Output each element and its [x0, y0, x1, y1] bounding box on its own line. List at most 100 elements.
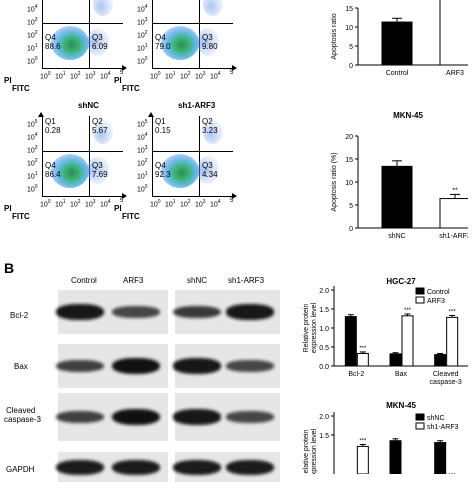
- y-tick-base: 10: [27, 121, 35, 128]
- panel-b-label: B: [4, 260, 14, 276]
- y-tick-label: 15: [345, 6, 353, 13]
- y-tick-exp: 5: [145, 119, 148, 125]
- y-axis-label: Relative protein: [303, 304, 310, 353]
- q4-value: 86.4: [45, 170, 61, 179]
- q4-value: 92.3: [155, 170, 171, 179]
- y-tick-label: 104: [137, 131, 148, 142]
- category-label: Bax: [395, 371, 408, 378]
- y-tick-base: 10: [27, 32, 35, 39]
- y-tick-base: 10: [137, 160, 145, 167]
- category-label: Cleaved: [433, 371, 459, 378]
- y-tick-exp: 4: [145, 4, 148, 10]
- y-tick-label: 105: [137, 118, 148, 129]
- y-tick-exp: 2: [145, 30, 148, 36]
- legend-swatch: [416, 288, 424, 294]
- y-tick-label: 101: [137, 42, 148, 53]
- population-upper: [203, 0, 223, 16]
- category-label: caspase-3: [430, 379, 462, 386]
- q1-label: Q1: [45, 117, 56, 126]
- y-tick-label: 10: [345, 180, 353, 187]
- wb-band: [112, 358, 160, 374]
- y-tick-base: 10: [27, 186, 35, 193]
- y-tick-label: 100: [137, 55, 148, 66]
- y-tick-label: 1.5: [319, 307, 329, 314]
- bar: [440, 199, 468, 228]
- x-tick-base: 10: [165, 73, 173, 80]
- x-tick-exp: 2: [188, 199, 191, 205]
- wb-row-bax: Bax: [14, 362, 28, 371]
- q1-value: 0.15: [155, 126, 171, 135]
- y-tick-base: 10: [137, 45, 145, 52]
- y-tick-label: 103: [137, 144, 148, 155]
- x-axis-name: FITC: [12, 84, 30, 93]
- x-tick-exp: 4: [218, 71, 221, 77]
- y-tick-label: 104: [27, 3, 38, 14]
- y-tick-base: 10: [137, 134, 145, 141]
- x-tick-exp: 0: [158, 71, 161, 77]
- wb-header-sh1-arf3: sh1-ARF3: [228, 276, 264, 285]
- legend-label: ARF3: [427, 298, 445, 305]
- x-tick-exp: 4: [108, 199, 111, 205]
- y-tick-exp: 4: [35, 4, 38, 10]
- y-tick-exp: 1: [145, 171, 148, 177]
- x-tick-label: 100: [40, 70, 51, 81]
- bar: [382, 166, 412, 228]
- x-tick-label: 101: [55, 198, 66, 209]
- y-tick-base: 10: [137, 6, 145, 13]
- chart-title: HGC-27: [386, 277, 416, 286]
- bar: [357, 353, 368, 366]
- wb-row-gapdh: GAPDH: [6, 465, 34, 474]
- y-tick-base: 10: [137, 147, 145, 154]
- category-label: shNC: [388, 233, 406, 240]
- q4-value: 88.6: [45, 42, 61, 51]
- x-tick-base: 10: [55, 201, 63, 208]
- q2-value: 5.67: [92, 126, 108, 135]
- bar: [435, 443, 446, 474]
- y-tick-label: 1.5: [319, 433, 329, 440]
- bar: [435, 355, 446, 366]
- x-tick-exp: 3: [93, 71, 96, 77]
- y-tick-exp: 5: [35, 119, 38, 125]
- q3-value: 9.80: [202, 42, 218, 51]
- y-tick-label: 101: [137, 170, 148, 181]
- x-tick-exp: 4: [108, 71, 111, 77]
- x-tick-base: 10: [100, 201, 108, 208]
- gate-horizontal: [153, 151, 233, 152]
- y-tick-exp: 3: [35, 145, 38, 151]
- protein-chart-hgc: HGC-272.01.51.00.50.0***Bcl-2***Bax***Cl…: [288, 276, 474, 400]
- y-tick-label: 102: [27, 157, 38, 168]
- y-tick-label: 100: [27, 183, 38, 194]
- x-tick-base: 10: [40, 201, 48, 208]
- y-tick-label: 103: [27, 16, 38, 27]
- y-tick-base: 10: [27, 19, 35, 26]
- y-tick-exp: 0: [145, 184, 148, 190]
- y-tick-label: 100: [137, 183, 148, 194]
- y-tick-exp: 1: [145, 43, 148, 49]
- y-axis-label: expression level: [311, 428, 318, 474]
- y-tick-exp: 3: [145, 145, 148, 151]
- y-axis-name: PI: [4, 204, 12, 213]
- x-tick-base: 10: [85, 201, 93, 208]
- gate-vertical: [199, 116, 200, 196]
- x-tick-exp: 2: [78, 71, 81, 77]
- x-tick-label: 102: [180, 198, 191, 209]
- x-tick-exp: 1: [173, 71, 176, 77]
- y-axis-label: Apoptosis ratio: [331, 13, 338, 59]
- y-tick-label: 0.0: [319, 364, 329, 371]
- y-tick-exp: 4: [145, 132, 148, 138]
- x-tick-exp: 3: [93, 199, 96, 205]
- y-tick-base: 10: [137, 19, 145, 26]
- gate-horizontal: [43, 23, 123, 24]
- wb-band: [173, 409, 221, 425]
- q3-value: 4.34: [202, 170, 218, 179]
- x-tick-last: 5: [230, 69, 233, 78]
- x-tick-label: 104: [100, 198, 111, 209]
- x-tick-base: 10: [180, 201, 188, 208]
- y-axis-label: expression level: [311, 302, 318, 353]
- wb-band: [226, 360, 274, 372]
- x-tick-base: 10: [210, 201, 218, 208]
- q3-label: Q3: [92, 33, 103, 42]
- population-upper: [93, 0, 113, 16]
